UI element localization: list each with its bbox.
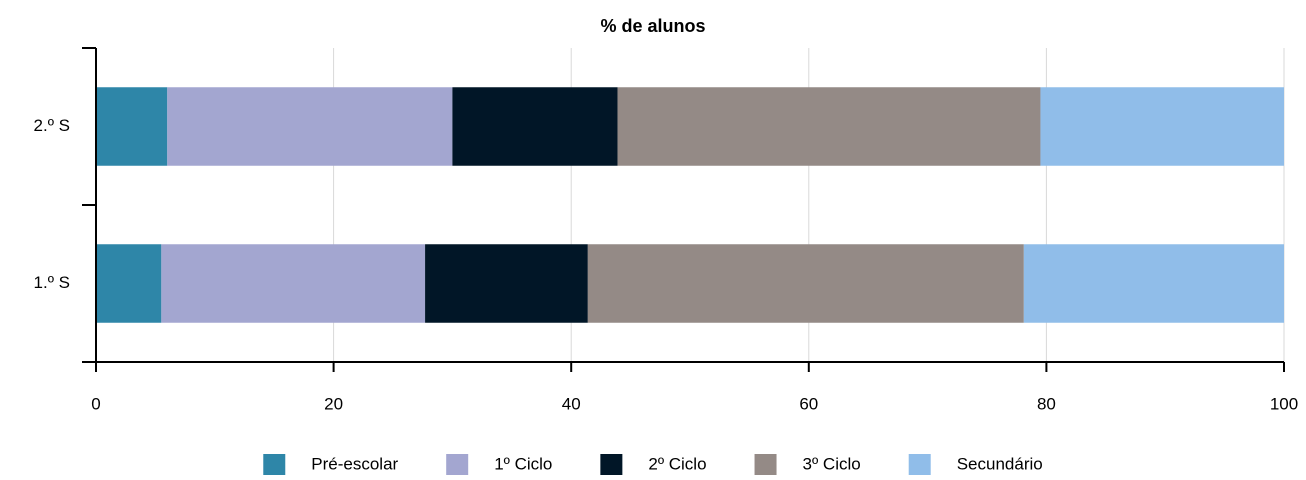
bar-segment xyxy=(161,244,426,323)
legend-swatch xyxy=(908,454,931,476)
x-tick-label: 100 xyxy=(1270,394,1298,413)
legend-label: 3º Ciclo xyxy=(803,454,861,473)
x-tick-label: 60 xyxy=(799,394,818,413)
x-tick-label: 0 xyxy=(91,394,100,413)
bar-segment xyxy=(452,87,618,166)
x-tick-label: 80 xyxy=(1037,394,1056,413)
legend-swatch xyxy=(263,454,286,476)
bar-segment xyxy=(96,87,168,166)
bar-segment xyxy=(1023,244,1284,323)
x-tick-label: 40 xyxy=(562,394,581,413)
legend-label: Secundário xyxy=(957,454,1043,473)
legend-swatch xyxy=(600,454,623,476)
legend-label: 1º Ciclo xyxy=(494,454,552,473)
legend-swatch xyxy=(446,454,469,476)
bar-segment xyxy=(617,87,1041,166)
bar-segment xyxy=(425,244,588,323)
y-tick-label: 2.º S xyxy=(34,116,70,135)
bar-segment xyxy=(96,244,162,323)
bar-segment xyxy=(1040,87,1284,166)
legend-label: Pré-escolar xyxy=(311,454,398,473)
y-tick-label: 1.º S xyxy=(34,273,70,292)
legend-label: 2º Ciclo xyxy=(648,454,706,473)
chart-title: % de alunos xyxy=(600,16,705,36)
bar-segment xyxy=(587,244,1024,323)
legend-swatch xyxy=(754,454,777,476)
bar-segment xyxy=(167,87,453,166)
x-tick-label: 20 xyxy=(324,394,343,413)
